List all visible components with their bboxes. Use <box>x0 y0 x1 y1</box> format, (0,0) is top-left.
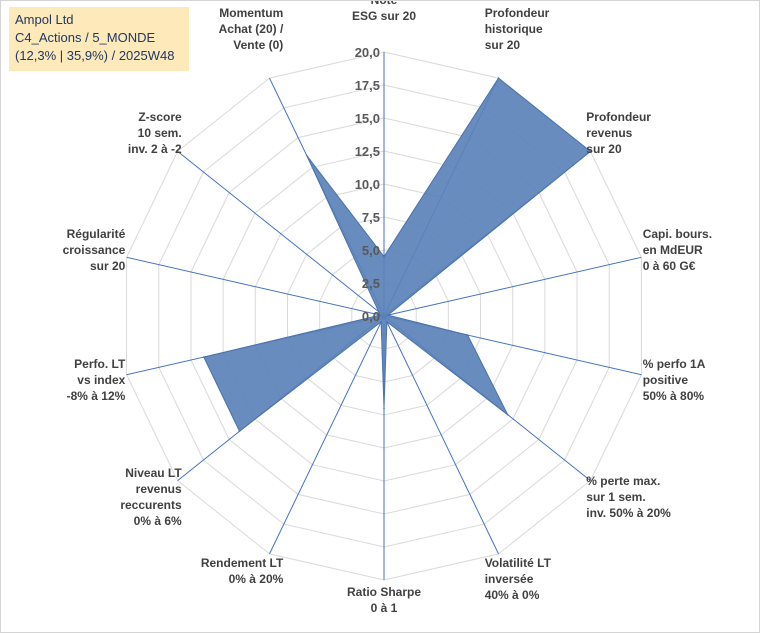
tick-label: 12,5 <box>355 144 380 159</box>
axis-label-13: Z-score 10 sem. inv. 2 à -2 <box>128 110 182 156</box>
axis-label-4: Capi. bours. en MdEUR 0 à 60 G€ <box>643 227 712 273</box>
data-point-11 <box>203 356 205 358</box>
axis-spoke-9 <box>269 315 385 555</box>
axis-label-7: Volatilité LT inversée 40% à 0% <box>485 556 552 602</box>
axis-label-6: % perte max. sur 1 sem. inv. 50% à 20% <box>586 474 671 520</box>
axis-label-9: Rendement LT 0% à 20% <box>201 556 284 586</box>
axis-spoke-4 <box>383 256 642 317</box>
axis-label-5: % perfo 1A positive 50% à 80% <box>643 357 706 403</box>
axis-label-1: NoteESG sur 20 <box>352 1 416 23</box>
tick-label: 7,5 <box>362 210 380 225</box>
info-box: Ampol Ltd C4_Actions / 5_MONDE (12,3% | … <box>9 7 189 71</box>
axis-label-14: Momentum Achat (20) / Vente (0) <box>219 6 284 52</box>
axis-label-2: Profondeur historique sur 20 <box>485 6 550 52</box>
data-point-9 <box>380 321 382 323</box>
data-point-4 <box>387 314 389 316</box>
tick-label: 10,0 <box>355 177 380 192</box>
axis-label-3: Profondeur revenus sur 20 <box>586 110 651 156</box>
company-name: Ampol Ltd <box>15 12 74 27</box>
axis-spoke-13 <box>177 151 385 317</box>
data-point-6 <box>507 414 509 416</box>
data-point-3 <box>589 150 592 153</box>
data-point-2 <box>497 77 500 79</box>
tick-label: 15,0 <box>355 111 380 126</box>
portfolio-name: C4_Actions / 5_MONDE <box>15 30 156 45</box>
data-point-7 <box>386 321 388 323</box>
axis-label-8: Ratio Sharpe 0 à 1 <box>347 585 421 615</box>
tick-label: 17,5 <box>355 78 380 93</box>
axis-label-11: Perfo. LT vs index -8% à 12% <box>67 357 126 403</box>
tick-label: 5,0 <box>362 243 380 258</box>
data-point-13 <box>378 311 380 313</box>
axis-spoke-12 <box>126 256 385 317</box>
data-point-10 <box>238 430 241 433</box>
axis-label-10: Niveau LT revenus reccurents 0% à 6% <box>120 466 182 528</box>
axis-label-12: Régularité croissance sur 20 <box>63 227 126 273</box>
data-point-8 <box>383 407 385 410</box>
portfolio-stats: (12,3% | 35,9%) / 2025W48 <box>15 48 175 63</box>
data-point-12 <box>379 314 381 316</box>
tick-label: 0,0 <box>362 309 380 324</box>
tick-label: 2,5 <box>362 276 380 291</box>
tick-label: 20,0 <box>355 45 380 60</box>
data-point-5 <box>466 334 469 336</box>
axis-spoke-7 <box>383 315 499 555</box>
data-point-1 <box>383 255 385 258</box>
data-point-14 <box>305 154 308 157</box>
